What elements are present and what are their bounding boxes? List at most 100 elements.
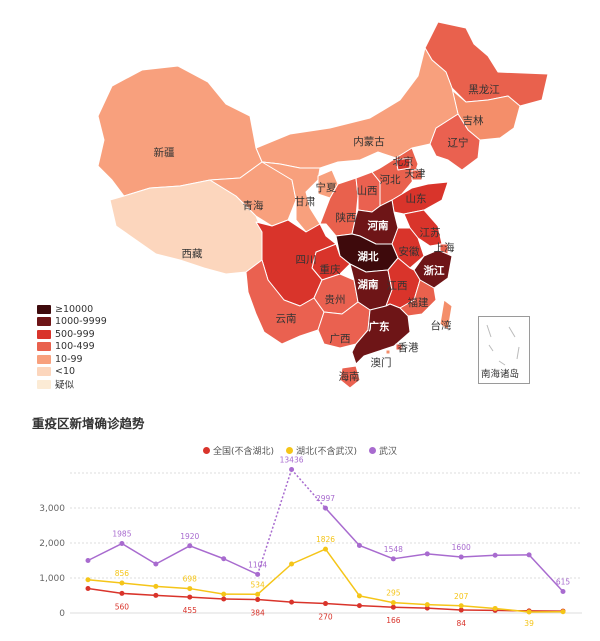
data-point[interactable]	[221, 591, 227, 597]
legend-swatch	[37, 354, 51, 364]
data-point[interactable]	[526, 609, 532, 615]
series-segment	[291, 601, 326, 605]
series-segment	[87, 542, 123, 562]
data-point[interactable]	[289, 599, 295, 605]
data-point[interactable]	[390, 600, 396, 606]
data-point[interactable]	[323, 546, 328, 552]
series-segment	[291, 469, 327, 509]
data-point[interactable]	[323, 505, 328, 511]
province-fujian[interactable]	[399, 279, 437, 317]
data-label: 698	[183, 575, 198, 584]
province-macau[interactable]	[385, 349, 391, 355]
data-point[interactable]	[85, 577, 91, 583]
province-neimenggu[interactable]	[255, 47, 459, 169]
data-label: 384	[250, 609, 265, 618]
data-point[interactable]	[119, 590, 125, 596]
series-segment	[291, 548, 326, 565]
data-point[interactable]	[255, 597, 261, 603]
data-point[interactable]	[424, 605, 430, 611]
y-tick-label: 3,000	[39, 504, 65, 514]
province-hainan[interactable]	[339, 365, 361, 389]
data-point[interactable]	[356, 603, 362, 609]
data-point[interactable]	[119, 580, 125, 586]
data-label: 166	[386, 616, 401, 625]
data-point[interactable]	[390, 556, 396, 562]
data-point[interactable]	[85, 558, 91, 563]
data-point[interactable]	[323, 601, 328, 607]
province-guangdong[interactable]	[351, 303, 411, 365]
data-point[interactable]	[492, 605, 498, 611]
province-gansu[interactable]	[261, 161, 321, 233]
series-segment	[155, 594, 190, 598]
data-point[interactable]	[424, 551, 430, 557]
series-segment	[393, 606, 428, 609]
province-liaoning[interactable]	[429, 113, 481, 171]
data-point[interactable]	[153, 592, 159, 598]
legend-dot-icon	[369, 447, 377, 454]
data-point[interactable]	[492, 552, 498, 558]
data-label: 615	[556, 577, 571, 586]
data-point[interactable]	[526, 552, 532, 558]
province-taiwan[interactable]	[439, 299, 453, 331]
data-point[interactable]	[458, 607, 464, 613]
series-segment	[155, 585, 190, 590]
series-segment	[427, 607, 462, 611]
legend-item[interactable]: ≥10000	[37, 303, 107, 316]
legend-item[interactable]: 10-99	[37, 353, 107, 366]
series-segment	[393, 553, 428, 560]
data-point[interactable]	[255, 571, 261, 577]
data-point[interactable]	[356, 593, 362, 599]
data-point[interactable]	[289, 467, 295, 472]
data-point[interactable]	[187, 543, 193, 549]
legend-item[interactable]: 500-999	[37, 328, 107, 341]
legend-item[interactable]: 100-499	[37, 341, 107, 354]
series-segment	[427, 553, 462, 558]
legend-swatch	[37, 329, 51, 339]
data-point[interactable]	[356, 542, 362, 548]
data-point[interactable]	[289, 561, 295, 567]
y-tick-label: 1,000	[39, 574, 65, 584]
data-point[interactable]	[255, 591, 261, 597]
data-point[interactable]	[153, 561, 159, 567]
data-point[interactable]	[85, 586, 91, 591]
data-point[interactable]	[187, 594, 193, 600]
data-point[interactable]	[458, 554, 464, 560]
data-label: 1104	[248, 560, 267, 569]
legend-swatch	[37, 379, 51, 389]
series-segment	[121, 542, 157, 565]
legend-item[interactable]: 疑似	[37, 378, 107, 391]
chart-title: 重疫区新增确诊趋势	[32, 416, 145, 431]
series-segment	[189, 545, 224, 560]
chart-legend-item[interactable]: 武汉	[369, 444, 397, 457]
legend-dot-icon	[285, 447, 293, 454]
data-label: 560	[115, 602, 130, 611]
data-label: 1548	[384, 545, 403, 554]
data-point[interactable]	[424, 602, 430, 608]
data-point[interactable]	[221, 556, 227, 562]
trend-chart: 0 1,000 2,000 3,000 560 455 384 270 166 84 856 698 5…	[39, 456, 582, 628]
data-point[interactable]	[187, 586, 193, 592]
province-xinjiang[interactable]	[97, 65, 263, 197]
data-point[interactable]	[153, 583, 159, 589]
legend-item[interactable]: <10	[37, 366, 107, 379]
legend-item[interactable]: 1000-9999	[37, 316, 107, 329]
data-point[interactable]	[458, 603, 464, 609]
data-label: 1826	[316, 535, 335, 544]
province-tianjin[interactable]	[411, 169, 423, 181]
province-hongkong[interactable]	[395, 343, 403, 351]
data-label: 1920	[180, 532, 199, 541]
data-label: 295	[386, 589, 401, 598]
province-beijing[interactable]	[395, 157, 411, 171]
data-point[interactable]	[390, 604, 396, 610]
chart-legend-item[interactable]: 全国(不含湖北)	[202, 444, 274, 457]
data-point[interactable]	[560, 588, 566, 594]
data-label: 856	[115, 569, 130, 578]
data-point[interactable]	[221, 596, 227, 602]
series-segment	[427, 603, 462, 607]
data-point[interactable]	[119, 541, 125, 547]
series-segment	[324, 548, 361, 597]
legend-label: 疑似	[55, 380, 75, 392]
data-point[interactable]	[560, 609, 566, 615]
chart-legend-item[interactable]: 湖北(不含武汉)	[285, 444, 357, 457]
province-shandong[interactable]	[391, 181, 449, 215]
